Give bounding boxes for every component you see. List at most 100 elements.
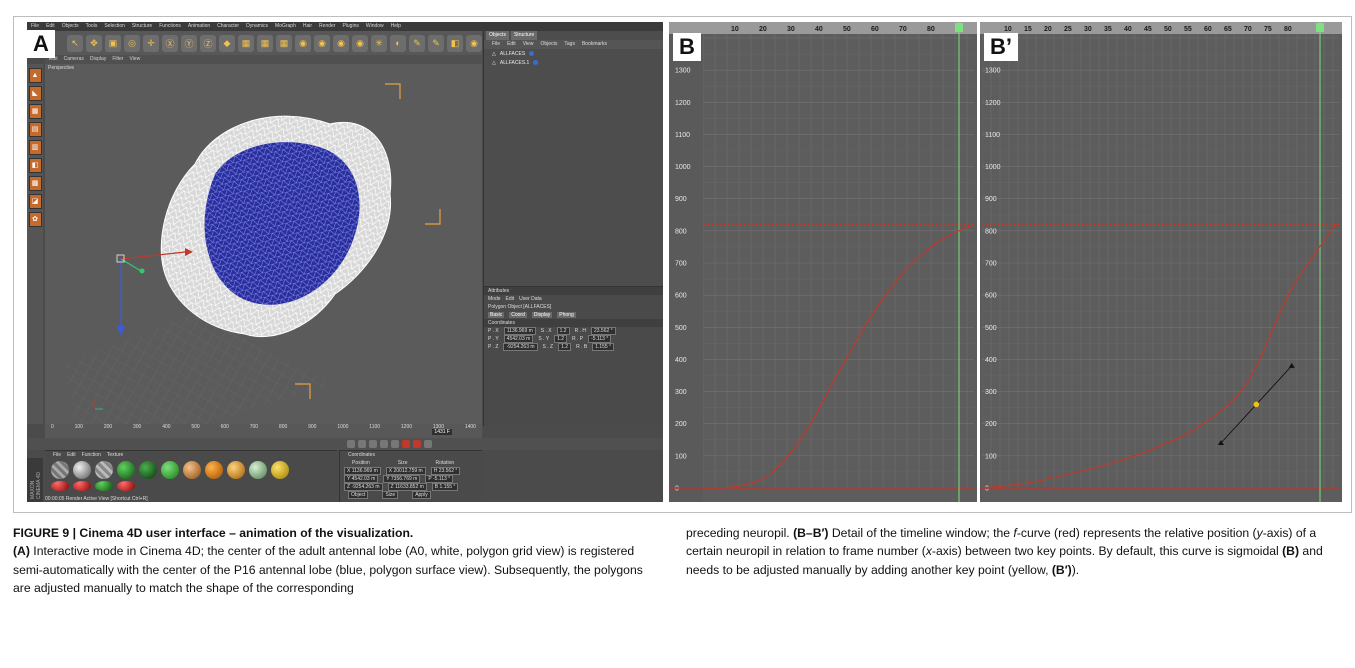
toolbar-tool-icon[interactable]: ◎ [124,34,140,52]
object-list-item[interactable]: △ ALLFACES.1 [484,58,663,67]
coordinates-button[interactable]: Size [382,491,399,499]
toolbar-tool-icon[interactable]: ◆ [219,34,235,52]
toolbar-tool-icon[interactable]: ◉ [333,34,349,52]
attributes-tab[interactable]: Basic [488,312,505,318]
objects-tab[interactable]: Structure [510,31,538,40]
tool-button[interactable]: ▩ [28,176,42,191]
tool-button[interactable]: ◣ [28,86,42,101]
record-button[interactable] [402,440,410,448]
tool-button[interactable]: ▦ [28,104,42,119]
attribute-value-field[interactable]: 4542.03 m [503,335,534,343]
menu-item[interactable]: Render [319,23,336,29]
attributes-menu-item[interactable]: Edit [505,296,515,302]
menu-item[interactable]: Objects [61,23,79,29]
materials-menu-item[interactable]: File [53,452,62,458]
toolbar-tool-icon[interactable]: Ⓩ [200,34,216,52]
menu-item[interactable]: Window [365,23,384,29]
toolbar-tool-icon[interactable]: ↖ [67,34,83,52]
material-swatch[interactable] [73,461,91,479]
material-swatch[interactable] [51,461,69,479]
material-swatch[interactable] [139,461,157,479]
toolbar-tool-icon[interactable]: ◉ [352,34,368,52]
attribute-value-field[interactable]: 23.562 ° [590,327,616,335]
attribute-value-field[interactable]: 1.2 [554,335,568,343]
keyframe-selection-button[interactable] [424,440,432,448]
material-swatch[interactable] [249,461,267,479]
attribute-value-field[interactable]: 1.2 [558,343,572,351]
object-list-item[interactable]: △ ALLFACES [484,49,663,58]
coordinate-field[interactable]: Y 4542.03 m [344,475,379,483]
material-swatch[interactable] [227,461,245,479]
toolbar-tool-icon[interactable]: Ⓨ [181,34,197,52]
materials-menu-item[interactable]: Edit [67,452,76,458]
toolbar-tool-icon[interactable]: Ⓧ [162,34,178,52]
objects-menu-item[interactable]: Tags [564,41,575,47]
material-swatch[interactable] [183,461,201,479]
go-to-start-button[interactable] [347,440,355,448]
tool-button[interactable]: ◪ [28,194,42,209]
objects-menu-item[interactable]: View [522,41,534,47]
material-swatch[interactable] [51,481,69,491]
toolbar-tool-icon[interactable]: ▦ [238,34,254,52]
attributes-menu-item[interactable]: User Data [519,296,542,302]
toolbar-tool-icon[interactable]: ✳ [371,34,387,52]
tool-button[interactable]: ◧ [28,158,42,173]
objects-menu-item[interactable]: Bookmarks [581,41,607,47]
tool-button[interactable]: ▤ [28,122,42,137]
viewport-menu-item[interactable]: View [129,56,141,62]
menu-item[interactable]: MoGraph [275,23,296,29]
toolbar-tool-icon[interactable]: ✎ [409,34,425,52]
toolbar-tool-icon[interactable]: ▣ [105,34,121,52]
menu-item[interactable]: Character [217,23,240,29]
play-button[interactable] [369,440,377,448]
attribute-value-field[interactable]: -9254.263 m [503,343,538,351]
material-swatch[interactable] [117,481,135,491]
menu-item[interactable]: File [31,23,40,29]
menu-item[interactable]: Functions [159,23,181,29]
toolbar-tool-icon[interactable]: ◉ [295,34,311,52]
material-swatch[interactable] [117,461,135,479]
menu-item[interactable]: Animation [187,23,211,29]
material-swatch[interactable] [73,481,91,491]
material-swatch[interactable] [95,461,113,479]
toolbar-tool-icon[interactable]: ◉ [314,34,330,52]
autokey-button[interactable] [413,440,421,448]
attributes-tab[interactable]: Display [531,312,553,318]
material-swatch[interactable] [95,481,113,491]
objects-menu-item[interactable]: Edit [507,41,516,47]
perspective-viewport[interactable]: Perspective [45,64,482,424]
objects-menu-item[interactable]: Objects [540,41,558,47]
menu-item[interactable]: Selection [104,23,125,29]
menu-item[interactable]: Dynamics [246,23,269,29]
go-to-end-button[interactable] [391,440,399,448]
coordinate-field[interactable]: X 20012.759 m [385,467,426,475]
toolbar-tool-icon[interactable]: ✎ [428,34,444,52]
menu-item[interactable]: Plugins [342,23,359,29]
attributes-menu-item[interactable]: Mode [488,296,501,302]
menu-item[interactable]: Help [390,23,401,29]
materials-menu-item[interactable]: Texture [106,452,124,458]
material-swatch[interactable] [205,461,223,479]
tool-button[interactable]: ✿ [28,212,42,227]
attributes-tab[interactable]: Phong [557,312,576,318]
coordinates-button[interactable]: Object [348,491,369,499]
coordinates-button[interactable]: Apply [412,491,431,499]
objects-menu-item[interactable]: File [492,41,501,47]
objects-tab[interactable]: Objects [486,31,509,40]
viewport-menu-item[interactable]: Filter [112,56,124,62]
toolbar-tool-icon[interactable]: ▦ [276,34,292,52]
toolbar-tool-icon[interactable]: ◐ [390,34,406,52]
timeline-ruler[interactable]: 0 100 200 300 400 500 600 700 800 900 1000 1100 1200… [45,424,482,438]
coordinate-field[interactable]: B 1.155 ° [431,483,459,491]
attribute-value-field[interactable]: 1136.969 m [503,327,536,335]
viewport-menu-item[interactable]: Display [89,56,107,62]
tool-button[interactable]: ▥ [28,140,42,155]
toolbar-tool-icon[interactable]: ▦ [257,34,273,52]
toolbar-tool-icon[interactable]: ✛ [143,34,159,52]
attribute-value-field[interactable]: 1.2 [556,327,570,335]
menu-item[interactable]: Edit [46,23,55,29]
toolbar-tool-icon[interactable]: ◉ [466,34,482,52]
previous-frame-button[interactable] [358,440,366,448]
attributes-tab[interactable]: Coord [509,312,527,318]
material-swatch[interactable] [271,461,289,479]
